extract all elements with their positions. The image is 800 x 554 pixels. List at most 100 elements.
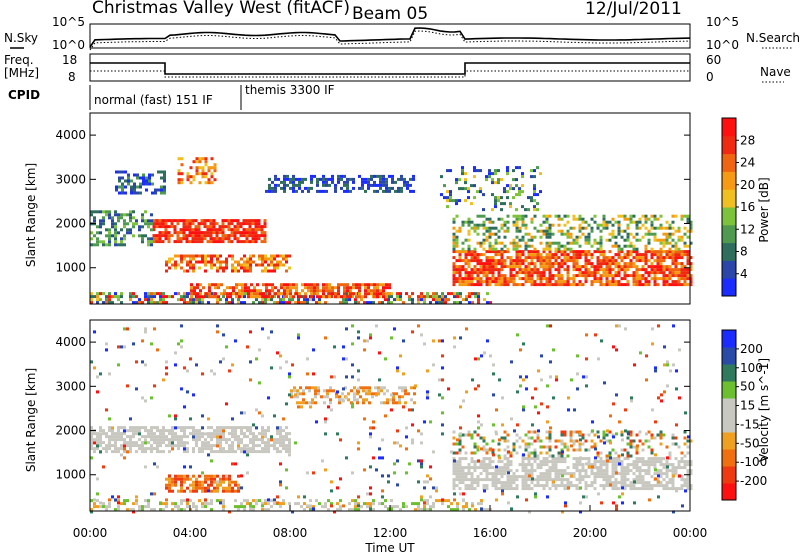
heatmap-cell bbox=[435, 499, 438, 503]
heatmap-cell bbox=[177, 181, 181, 185]
heatmap-cell bbox=[135, 444, 138, 448]
heatmap-cell bbox=[96, 292, 99, 296]
heatmap-cell bbox=[473, 277, 477, 281]
heatmap-cell bbox=[563, 283, 567, 287]
heatmap-cell bbox=[671, 253, 675, 257]
heatmap-cell bbox=[473, 226, 477, 230]
heatmap-cell bbox=[674, 466, 678, 470]
heatmap-cell bbox=[467, 433, 471, 437]
heatmap-cell bbox=[216, 269, 219, 273]
heatmap-cell bbox=[530, 469, 534, 473]
heatmap-cell bbox=[569, 256, 573, 260]
heatmap-cell bbox=[455, 238, 459, 242]
heatmap-cell bbox=[680, 466, 684, 470]
heatmap-cell bbox=[368, 392, 371, 396]
heatmap-cell bbox=[584, 472, 588, 476]
heatmap-cell bbox=[160, 191, 163, 195]
heatmap-cell bbox=[292, 180, 295, 184]
heatmap-cell bbox=[674, 229, 678, 233]
heatmap-cell bbox=[400, 186, 403, 190]
heatmap-cell bbox=[222, 260, 225, 264]
heatmap-cell bbox=[500, 283, 504, 287]
heatmap-cell bbox=[283, 295, 286, 299]
heatmap-cell bbox=[162, 301, 165, 305]
heatmap-cell bbox=[276, 266, 279, 270]
heatmap-cell bbox=[545, 256, 549, 260]
heatmap-cell bbox=[635, 487, 639, 491]
heatmap-cell bbox=[378, 301, 381, 305]
heatmap-cell bbox=[406, 183, 409, 187]
heatmap-cell bbox=[632, 214, 636, 218]
heatmap-cell bbox=[252, 450, 255, 454]
heatmap-cell bbox=[479, 283, 483, 287]
heatmap-cell bbox=[542, 247, 546, 251]
heatmap-cell bbox=[255, 408, 258, 412]
heatmap-cell bbox=[268, 189, 271, 193]
heatmap-cell bbox=[548, 256, 552, 260]
heatmap-cell bbox=[680, 253, 684, 257]
heatmap-cell bbox=[554, 259, 558, 263]
heatmap-cell bbox=[180, 295, 183, 299]
heatmap-cell bbox=[527, 280, 531, 284]
heatmap-cell bbox=[185, 225, 189, 229]
heatmap-cell bbox=[539, 484, 543, 488]
heatmap-cell bbox=[180, 438, 183, 442]
heatmap-cell bbox=[273, 498, 276, 502]
heatmap-cell bbox=[584, 277, 588, 281]
heatmap-cell bbox=[343, 189, 346, 193]
heatmap-cell bbox=[572, 265, 576, 269]
heatmap-cell bbox=[456, 502, 459, 506]
heatmap-cell bbox=[632, 460, 636, 464]
heatmap-cell bbox=[265, 295, 268, 299]
heatmap-cell bbox=[394, 180, 397, 184]
heatmap-cell bbox=[671, 259, 675, 263]
heatmap-cell bbox=[132, 502, 135, 506]
heatmap-cell bbox=[455, 229, 459, 233]
heatmap-cell bbox=[686, 460, 690, 464]
heatmap-cell bbox=[542, 457, 546, 461]
heatmap-cell bbox=[204, 157, 208, 161]
heatmap-cell bbox=[273, 301, 276, 305]
heatmap-cell bbox=[566, 235, 570, 239]
heatmap-cell bbox=[295, 183, 298, 187]
heatmap-cell bbox=[656, 259, 660, 263]
heatmap-cell bbox=[390, 336, 393, 340]
heatmap-cell bbox=[533, 214, 537, 218]
heatmap-cell bbox=[554, 487, 558, 491]
heatmap-cell bbox=[549, 360, 552, 364]
heatmap-cell bbox=[270, 330, 273, 334]
heatmap-cell bbox=[117, 450, 120, 454]
heatmap-cell bbox=[467, 274, 471, 278]
heatmap-cell bbox=[623, 256, 627, 260]
heatmap-cell bbox=[117, 216, 120, 220]
heatmap-cell bbox=[129, 228, 132, 232]
heatmap-cell bbox=[567, 486, 570, 490]
heatmap-cell bbox=[392, 401, 395, 405]
heatmap-cell bbox=[647, 460, 651, 464]
heatmap-cell bbox=[210, 263, 213, 267]
heatmap-cell bbox=[659, 442, 663, 446]
heatmap-cell bbox=[536, 250, 540, 254]
heatmap-cell bbox=[602, 217, 606, 221]
heatmap-cell bbox=[599, 247, 603, 251]
heatmap-cell bbox=[235, 283, 238, 287]
heatmap-cell bbox=[244, 283, 247, 287]
heatmap-cell bbox=[111, 429, 114, 433]
heatmap-cell bbox=[358, 295, 361, 299]
heatmap-cell bbox=[237, 489, 240, 493]
heatmap-cell bbox=[584, 280, 588, 284]
heatmap-cell bbox=[261, 298, 264, 302]
heatmap-cell bbox=[441, 432, 444, 436]
heatmap-cell bbox=[680, 214, 684, 218]
heatmap-cell bbox=[329, 386, 332, 390]
heatmap-cell bbox=[213, 435, 216, 439]
heatmap-cell bbox=[572, 280, 576, 284]
heatmap-cell bbox=[686, 250, 690, 254]
heatmap-cell bbox=[506, 169, 509, 173]
heatmap-cell bbox=[509, 268, 513, 272]
heatmap-cell bbox=[228, 510, 231, 514]
heatmap-cell bbox=[557, 223, 561, 227]
heatmap-cell bbox=[467, 229, 471, 233]
heatmap-cell bbox=[102, 240, 105, 244]
heatmap-cell bbox=[361, 283, 364, 287]
